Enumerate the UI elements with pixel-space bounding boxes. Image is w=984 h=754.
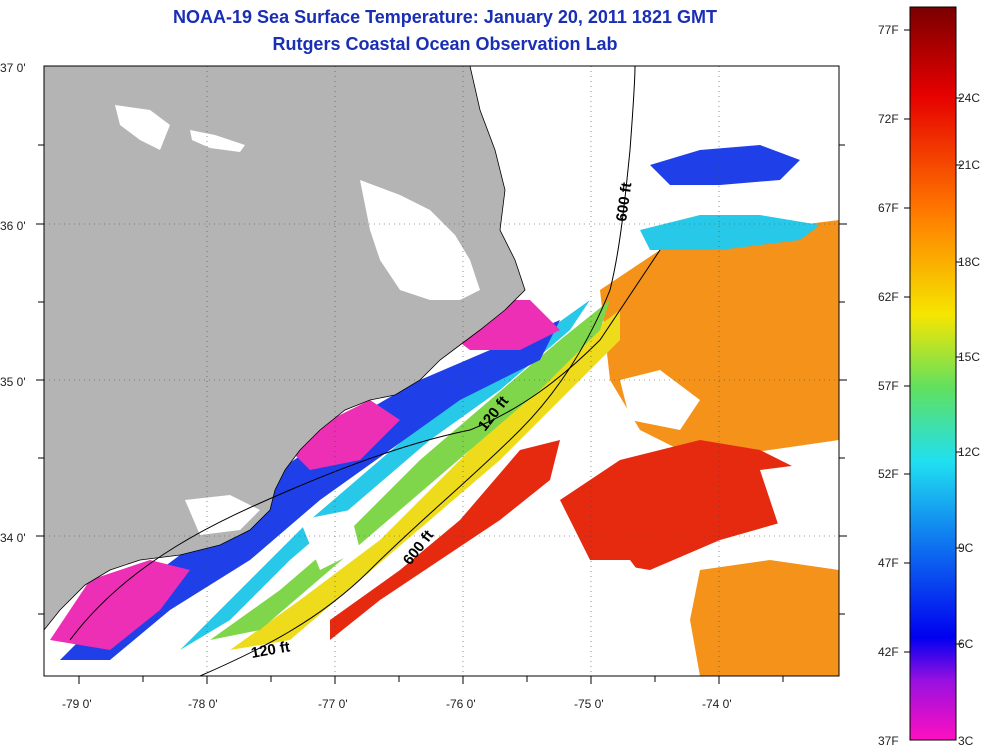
contour-label-600ft-north: 600 ft (613, 181, 635, 222)
cbar-f-77: 77F (878, 23, 899, 37)
sst-hot-core (560, 440, 800, 570)
cbar-f-42: 42F (878, 645, 899, 659)
sst-orange-south (690, 560, 839, 676)
map-subtitle: Rutgers Coastal Ocean Observation Lab (272, 34, 618, 54)
cbar-c-15: 15C (958, 350, 980, 364)
cbar-c-6: 6C (958, 637, 974, 651)
cbar-f-47: 47F (878, 556, 899, 570)
colorbar-ticks (904, 29, 962, 653)
cbar-c-3: 3C (958, 734, 974, 748)
contour-label-120ft-south: 120 ft (250, 638, 292, 662)
cbar-c-12: 12C (958, 445, 980, 459)
sst-magenta-nc (280, 400, 400, 470)
cloud-gap-2 (580, 560, 660, 640)
lat-lon-grid (44, 66, 839, 676)
cloud-gap-4 (300, 510, 360, 570)
lon-label-79: -79 0' (62, 697, 92, 711)
lon-label-74: -74 0' (702, 697, 732, 711)
sst-green-band (210, 300, 610, 640)
cbar-f-57: 57F (878, 379, 899, 393)
sst-hot-band (330, 440, 560, 640)
lat-label-35: 35 0' (0, 375, 26, 389)
cbar-f-37: 37F (878, 734, 899, 748)
cbar-f-52: 52F (878, 467, 899, 481)
sst-field (50, 145, 839, 676)
cbar-f-72: 72F (878, 112, 899, 126)
lon-label-76: -76 0' (446, 697, 476, 711)
cbar-c-18: 18C (958, 255, 980, 269)
cbar-c-9: 9C (958, 541, 974, 555)
pamlico-sound (360, 180, 480, 300)
map-frame (43, 65, 840, 677)
bay-south (185, 495, 260, 535)
cloud-gap-1 (620, 370, 700, 430)
lat-label-34: 34 0' (0, 531, 26, 545)
colorbar-gradient (909, 6, 957, 741)
map-title: NOAA-19 Sea Surface Temperature: January… (173, 7, 717, 27)
sst-magenta-coast (50, 560, 190, 650)
contour-120ft (69, 249, 661, 641)
cbar-f-62: 62F (878, 290, 899, 304)
contour-600ft (199, 66, 636, 676)
river-inlet-1 (115, 105, 170, 150)
cbar-c-24: 24C (958, 91, 980, 105)
cloud-gap-3 (760, 460, 839, 560)
coastline (44, 66, 526, 631)
cbar-f-67: 67F (878, 201, 899, 215)
axis-ticks (36, 144, 847, 684)
river-inlet-2 (190, 130, 245, 152)
sst-cold-north (650, 145, 800, 185)
lon-label-78: -78 0' (188, 697, 218, 711)
sst-cyan-band (180, 300, 590, 650)
colorbar: 77F 72F 67F 62F 57F 52F 47F 42F 37F 24C … (878, 6, 980, 748)
cbar-c-21: 21C (958, 158, 980, 172)
lat-label-37: 37 0' (0, 61, 26, 75)
lon-label-75: -75 0' (574, 697, 604, 711)
lat-label-36: 36 0' (0, 219, 26, 233)
lon-label-77: -77 0' (318, 697, 348, 711)
